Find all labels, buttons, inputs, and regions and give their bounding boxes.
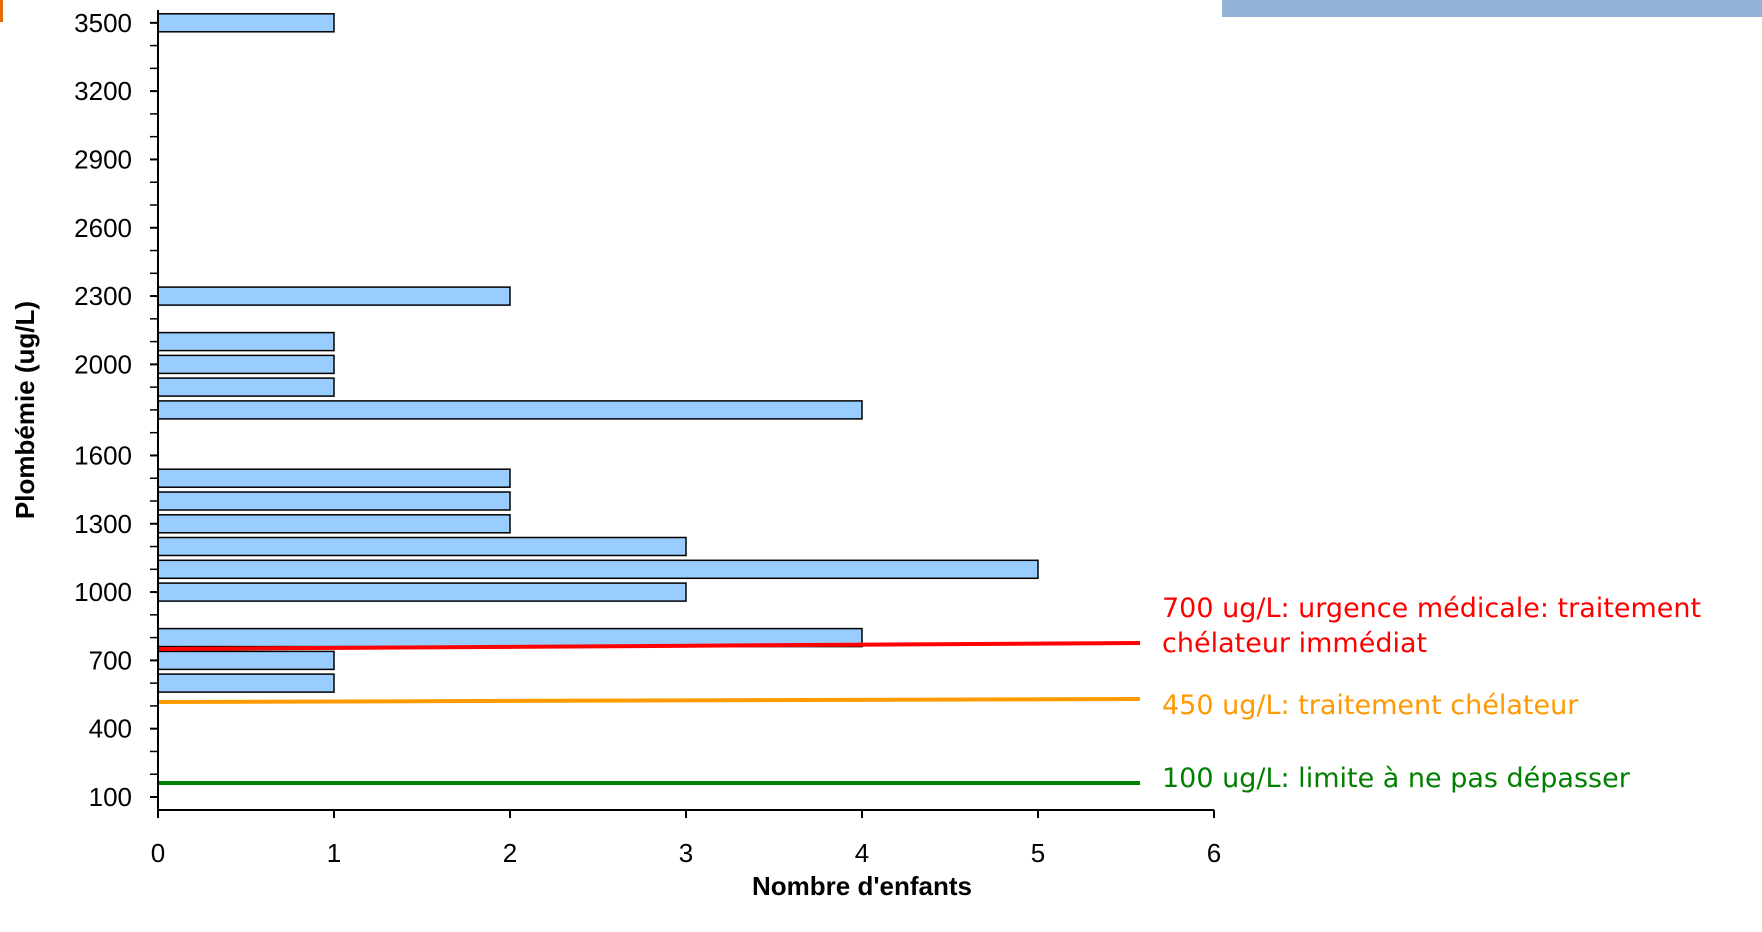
bar-1000	[157, 582, 687, 602]
bar-1800	[157, 400, 863, 420]
x-tick-label-6: 6	[1207, 838, 1221, 868]
threshold-lines-group: 700 ug/L: urgence médicale: traitement ch…	[157, 593, 1701, 794]
y-axis-title: Plombémie (ug/L)	[10, 301, 40, 519]
x-tick-label-3: 3	[679, 838, 693, 868]
bar-600	[157, 673, 335, 693]
y-tick-label-2900: 2900	[74, 144, 132, 174]
x-tick-label-2: 2	[503, 838, 517, 868]
x-tick-label-5: 5	[1031, 838, 1045, 868]
y-tick-label-1300: 1300	[74, 509, 132, 539]
y-tick-label-2000: 2000	[74, 349, 132, 379]
threshold-label-1-0: 450 ug/L: traitement chélateur	[1162, 690, 1579, 721]
y-tick-label-1600: 1600	[74, 440, 132, 470]
x-axis-title: Nombre d'enfants	[752, 871, 972, 901]
y-tick-label-700: 700	[89, 645, 132, 675]
threshold-line-0	[157, 641, 1141, 651]
bar-1200	[157, 536, 687, 557]
ticks-group: 1004007001000130016002000230026002900320…	[74, 8, 1221, 868]
bar-2300	[157, 286, 511, 306]
bar-1300	[157, 514, 511, 534]
bar-700	[157, 650, 335, 671]
bar-1400	[157, 491, 511, 511]
bar-3500	[157, 13, 335, 33]
bar-1100	[157, 559, 1039, 580]
y-tick-label-400: 400	[89, 714, 132, 744]
bar-2100	[157, 331, 335, 352]
y-tick-label-2300: 2300	[74, 281, 132, 311]
bar-1500	[157, 468, 511, 488]
y-tick-label-3500: 3500	[74, 8, 132, 38]
x-tick-label-0: 0	[151, 838, 165, 868]
corner-accent-mark	[0, 0, 3, 22]
x-tick-label-1: 1	[327, 838, 341, 868]
x-tick-label-4: 4	[855, 838, 869, 868]
y-tick-label-100: 100	[89, 782, 132, 812]
header-accent-bar	[1222, 0, 1762, 17]
threshold-line-1	[157, 697, 1141, 704]
y-tick-label-3200: 3200	[74, 76, 132, 106]
y-tick-label-2600: 2600	[74, 213, 132, 243]
threshold-label-0-0: 700 ug/L: urgence médicale: traitement	[1162, 593, 1701, 624]
threshold-label-0-1: chélateur immédiat	[1162, 628, 1427, 659]
bar-1900	[157, 377, 335, 397]
bars-group	[157, 13, 1039, 693]
threshold-label-2-0: 100 ug/L: limite à ne pas dépasser	[1162, 763, 1631, 794]
bar-2000	[157, 354, 335, 375]
y-tick-label-1000: 1000	[74, 577, 132, 607]
